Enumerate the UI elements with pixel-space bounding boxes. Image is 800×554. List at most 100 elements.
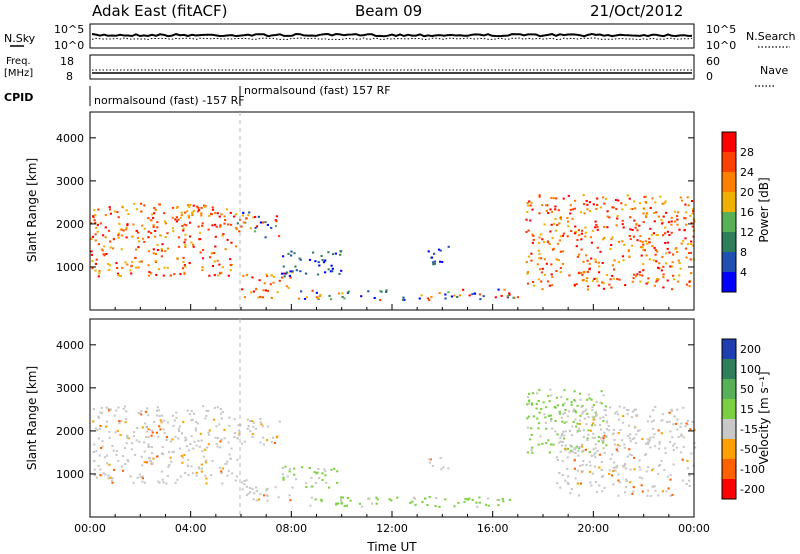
echo-cell bbox=[574, 477, 577, 480]
echo-cell bbox=[213, 418, 216, 421]
echo-cell bbox=[230, 241, 233, 244]
echo-cell bbox=[532, 238, 535, 241]
echo-cell bbox=[152, 224, 155, 227]
echo-cell bbox=[259, 418, 262, 420]
echo-cell bbox=[136, 237, 140, 239]
echo-cell bbox=[537, 278, 540, 281]
echo-cell bbox=[606, 215, 609, 218]
echo-cell bbox=[211, 460, 214, 463]
echo-cell bbox=[617, 432, 620, 435]
y-tick-label: 1000 bbox=[56, 261, 84, 274]
echo-cell bbox=[390, 499, 393, 502]
echo-cell bbox=[143, 204, 146, 207]
echo-cell bbox=[117, 216, 120, 219]
echo-cell bbox=[265, 274, 269, 277]
echo-cell bbox=[624, 284, 627, 287]
echo-cell bbox=[641, 240, 644, 243]
echo-cell bbox=[601, 262, 604, 264]
echo-cell bbox=[625, 478, 628, 481]
echo-cell bbox=[229, 258, 232, 261]
colorbar-tick-label: 100 bbox=[740, 363, 761, 376]
echo-cell bbox=[526, 272, 529, 275]
echo-cell bbox=[641, 490, 644, 493]
echo-cell bbox=[596, 246, 599, 249]
echo-cell bbox=[657, 494, 660, 497]
echo-cell bbox=[116, 272, 120, 275]
echo-cell bbox=[197, 225, 200, 228]
echo-cell bbox=[273, 442, 276, 444]
echo-cell bbox=[579, 398, 582, 401]
echo-cell bbox=[689, 428, 692, 431]
echo-cell bbox=[216, 259, 219, 262]
echo-cell bbox=[556, 482, 559, 485]
echo-cell bbox=[132, 435, 135, 438]
echo-cell bbox=[330, 468, 333, 471]
echo-cell bbox=[684, 237, 687, 240]
echo-cell bbox=[529, 204, 532, 207]
echo-cell bbox=[540, 233, 543, 236]
echo-cell bbox=[126, 434, 129, 437]
echo-cell bbox=[599, 401, 602, 404]
echo-cell bbox=[605, 197, 608, 200]
echo-cell bbox=[592, 203, 595, 206]
echo-cell bbox=[571, 425, 574, 428]
echo-cell bbox=[689, 258, 692, 261]
echo-cell bbox=[180, 211, 183, 214]
echo-cell bbox=[672, 253, 675, 256]
echo-cell bbox=[613, 268, 616, 271]
echo-cell bbox=[266, 290, 270, 293]
echo-cell bbox=[676, 211, 680, 214]
echo-cell bbox=[146, 407, 149, 410]
echo-cell bbox=[668, 411, 671, 414]
echo-cell bbox=[502, 500, 505, 503]
echo-cell bbox=[603, 431, 606, 434]
echo-cell bbox=[556, 242, 560, 245]
echo-cell bbox=[249, 491, 252, 494]
echo-cell bbox=[96, 230, 99, 233]
echo-cell bbox=[299, 258, 302, 261]
echo-cell bbox=[99, 474, 102, 477]
echo-cell bbox=[163, 266, 166, 269]
echo-cell bbox=[638, 466, 641, 469]
echo-cell bbox=[115, 262, 118, 265]
echo-cell bbox=[97, 208, 100, 211]
echo-cell bbox=[207, 228, 210, 231]
echo-cell bbox=[672, 423, 675, 426]
echo-cell bbox=[263, 282, 266, 285]
echo-cell bbox=[588, 262, 591, 265]
echo-cell bbox=[180, 432, 184, 435]
echo-cell bbox=[227, 469, 230, 472]
echo-cell bbox=[100, 407, 103, 409]
echo-cell bbox=[551, 237, 554, 240]
echo-cell bbox=[669, 474, 672, 476]
echo-cell bbox=[631, 229, 634, 231]
echo-cell bbox=[561, 474, 564, 476]
echo-cell bbox=[661, 490, 664, 493]
echo-cell bbox=[568, 430, 571, 433]
echo-cell bbox=[563, 421, 566, 424]
echo-cell bbox=[633, 456, 636, 459]
echo-cell bbox=[182, 256, 185, 259]
echo-cell bbox=[560, 396, 563, 398]
echo-cell bbox=[573, 207, 576, 210]
x-tick-label: 00:00 bbox=[74, 522, 106, 535]
velocity-ylabel: Slant Range [km] bbox=[25, 366, 39, 470]
echo-cell bbox=[559, 250, 562, 253]
echo-cell bbox=[194, 429, 198, 432]
echo-cell bbox=[657, 215, 660, 218]
echo-cell bbox=[99, 222, 102, 225]
echo-cell bbox=[599, 250, 602, 253]
echo-cell bbox=[603, 202, 606, 205]
echo-cell bbox=[630, 454, 633, 457]
echo-cell bbox=[253, 230, 257, 233]
echo-cell bbox=[686, 243, 690, 246]
echo-cell bbox=[190, 465, 193, 468]
echo-cell bbox=[243, 480, 246, 482]
echo-cell bbox=[680, 422, 683, 425]
echo-cell bbox=[647, 281, 650, 284]
echo-cell bbox=[594, 261, 597, 263]
echo-cell bbox=[614, 469, 617, 472]
echo-cell bbox=[585, 280, 588, 282]
echo-cell bbox=[200, 212, 203, 215]
echo-cell bbox=[674, 422, 678, 425]
